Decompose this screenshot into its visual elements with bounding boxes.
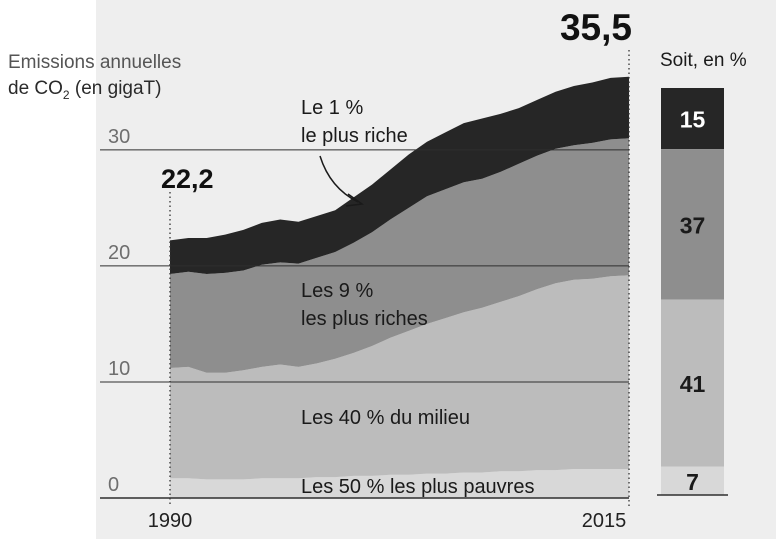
pointer-arrow: [319, 155, 359, 203]
start-value-label: 22,2: [161, 164, 214, 194]
share-value-label-2: 41: [680, 371, 706, 397]
area-series-3: [170, 76, 629, 274]
y-axis-title-subscript: 2: [62, 87, 70, 102]
area-series-2: [170, 138, 629, 373]
share-segment-1: [661, 149, 724, 300]
label-top1-line2: le plus riche: [301, 125, 408, 147]
x-tick-label-0: 1990: [148, 510, 193, 532]
area-series-1: [170, 275, 629, 480]
y-tick-label-0: 0: [108, 474, 119, 496]
share-segment-2: [661, 299, 724, 467]
y-axis-title-line2: de CO2 (en gigaT): [8, 76, 181, 108]
end-value-label: 35,5: [560, 7, 632, 48]
share-segment-0: [661, 88, 724, 150]
label-poor50: Les 50 % les plus pauvres: [301, 476, 534, 498]
y-tick-label-2: 20: [108, 242, 130, 264]
y-axis-title-prefix: de CO: [8, 78, 63, 99]
y-axis-title-line1: Emissions annuelles: [8, 52, 182, 73]
pointer-arrow-head: [345, 193, 364, 207]
share-value-label-3: 7: [686, 469, 699, 495]
label-middle40: Les 40 % du milieu: [301, 407, 470, 429]
share-segment-3: [661, 466, 724, 495]
label-rich9-line1: Les 9 %: [301, 280, 373, 302]
y-axis-title: Emissions annuelles de CO2 (en gigaT): [8, 50, 181, 108]
share-value-label-1: 37: [680, 212, 706, 238]
share-column-title: Soit, en %: [660, 50, 747, 71]
y-axis-title-suffix: (en gigaT): [69, 78, 162, 99]
y-tick-label-1: 10: [108, 358, 130, 380]
label-top1-line1: Le 1 %: [301, 97, 363, 119]
label-rich9-line2: les plus riches: [301, 308, 428, 330]
area-series-0: [170, 469, 629, 498]
y-tick-label-3: 30: [108, 126, 130, 148]
x-tick-label-1: 2015: [582, 510, 627, 532]
share-value-label-0: 15: [680, 107, 706, 133]
